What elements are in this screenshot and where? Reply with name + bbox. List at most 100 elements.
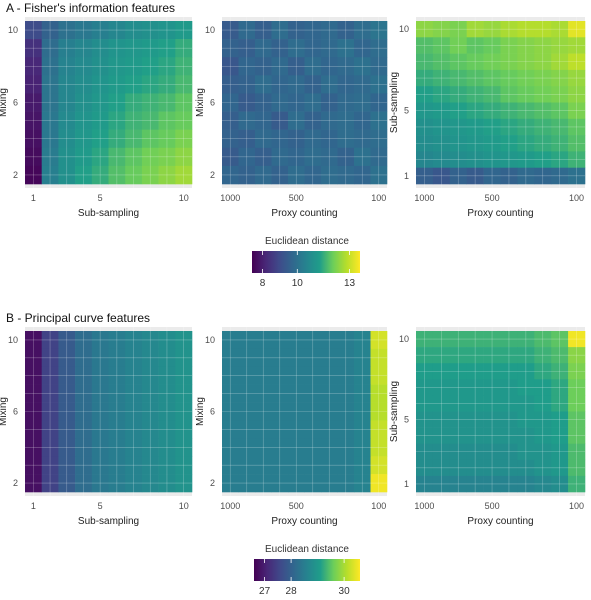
- heatmap-cell: [255, 402, 272, 421]
- heatmap-cell: [238, 93, 256, 112]
- heatmap-cell: [432, 411, 451, 428]
- heatmap-cell: [534, 427, 552, 444]
- heatmap-cell: [568, 443, 586, 461]
- legend-tick-label: 13: [344, 278, 356, 289]
- y-tick-label: 6: [210, 98, 215, 108]
- heatmap-cell: [75, 348, 93, 368]
- heatmap-cell: [432, 459, 451, 477]
- heatmap-cell: [370, 21, 388, 40]
- heatmap-cell: [568, 86, 586, 103]
- heatmap-cell: [58, 111, 76, 130]
- heatmap-cell: [551, 363, 569, 380]
- heatmap-cell: [321, 93, 338, 112]
- heatmap-cell: [75, 331, 93, 350]
- heatmap-cell: [75, 129, 93, 149]
- heatmap-cell: [41, 57, 59, 76]
- heatmap-cell: [75, 147, 93, 167]
- heatmap-cell: [354, 21, 371, 40]
- heatmap-cell: [517, 331, 535, 348]
- heatmap-cell: [271, 75, 289, 94]
- heatmap-cell: [534, 411, 552, 428]
- heatmap-cell: [108, 111, 126, 130]
- heatmap-cell: [483, 21, 501, 38]
- heatmap-cell: [125, 21, 143, 40]
- heatmap-cell: [466, 53, 484, 71]
- heatmap-cell: [255, 474, 272, 493]
- heatmap-cell: [568, 37, 586, 54]
- heatmap-cell: [271, 147, 289, 167]
- heatmap-cell: [551, 86, 569, 103]
- heatmap-cell: [271, 366, 289, 385]
- heatmap-cell: [517, 427, 535, 444]
- heatmap-cell: [568, 151, 586, 168]
- legend-tick-label: 8: [260, 278, 266, 289]
- heatmap-cell: [500, 151, 518, 168]
- heatmap-cell: [416, 331, 434, 348]
- heatmap-cell: [91, 39, 109, 58]
- heatmap-cell: [370, 111, 388, 130]
- heatmap-cell: [517, 475, 535, 493]
- heatmap-cell: [255, 39, 272, 58]
- heatmap-cell: [534, 102, 552, 120]
- y-tick-label: 1: [404, 171, 409, 181]
- heatmap-cell: [449, 37, 467, 54]
- heatmap-cell: [304, 348, 322, 368]
- heatmap-cell: [432, 347, 451, 364]
- heatmap-cell: [466, 475, 484, 493]
- heatmap-cell: [551, 53, 569, 71]
- heatmap-cell: [175, 366, 193, 385]
- heatmap-cell: [91, 165, 109, 185]
- heatmap-cell: [255, 384, 272, 403]
- heatmap-cell: [466, 102, 484, 120]
- heatmap-cell: [175, 21, 193, 40]
- x-tick-label: 5: [98, 193, 103, 203]
- heatmap-cell: [271, 111, 289, 130]
- x-tick-label: 1000: [414, 193, 434, 203]
- heatmap-cell: [466, 443, 484, 461]
- y-tick-label: 10: [205, 25, 215, 35]
- heatmap-cell: [568, 135, 586, 152]
- heatmap-cell: [500, 167, 518, 185]
- heatmap-cell: [466, 135, 484, 152]
- heatmap-cell: [25, 402, 42, 421]
- heatmap-cell: [517, 69, 535, 87]
- heatmap-cell: [534, 379, 552, 396]
- heatmap-cell: [354, 420, 371, 439]
- heatmap-cell: [432, 427, 451, 444]
- heatmap-cell: [500, 459, 518, 477]
- heatmap-cell: [483, 347, 501, 364]
- heatmap-cell: [25, 39, 42, 58]
- heatmap-cell: [517, 151, 535, 168]
- heatmap-cell: [337, 402, 355, 421]
- legend-tick-label: 10: [292, 278, 304, 289]
- heatmap-cell: [416, 118, 434, 136]
- heatmap-cell: [517, 347, 535, 364]
- heatmap-cell: [551, 443, 569, 461]
- heatmap-cell: [141, 474, 159, 493]
- heatmap-cell: [551, 475, 569, 493]
- heatmap-cell: [288, 21, 305, 40]
- heatmap-cell: [483, 151, 501, 168]
- heatmap-cell: [416, 86, 434, 103]
- heatmap-cell: [125, 438, 143, 457]
- heatmap-cell: [568, 331, 586, 348]
- heatmap-cell: [500, 86, 518, 103]
- heatmap-cell: [416, 363, 434, 380]
- heatmap-cell: [466, 379, 484, 396]
- heatmap-cell: [58, 331, 76, 350]
- heatmap-cell: [271, 474, 289, 493]
- heatmap-cell: [255, 366, 272, 385]
- heatmap-cell: [41, 348, 59, 368]
- heatmap-cell: [108, 57, 126, 76]
- heatmap-cell: [175, 165, 193, 185]
- heatmap-cell: [175, 39, 193, 58]
- heatmap-cell: [354, 456, 371, 475]
- heatmap-cell: [449, 427, 467, 444]
- heatmap-cell: [449, 135, 467, 152]
- heatmap-panel-a-1: 1 5 10 2 6 10 Sub-sampling Mixing: [0, 17, 193, 219]
- heatmap-cell: [75, 384, 93, 403]
- heatmap-cell: [483, 395, 501, 412]
- heatmap-cell: [568, 167, 586, 185]
- heatmap-cell: [238, 331, 256, 350]
- heatmap-cell: [75, 93, 93, 112]
